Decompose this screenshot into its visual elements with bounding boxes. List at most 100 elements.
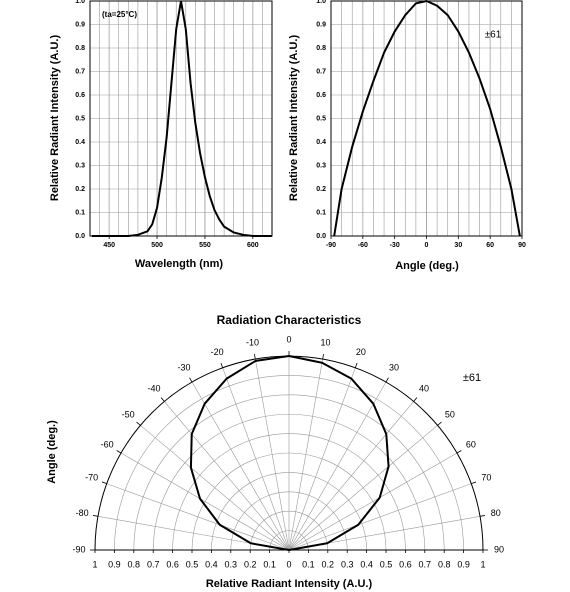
grid-arc [114,375,464,551]
r-tick-label: 0 [286,559,291,569]
y-tick-label: 0.1 [316,209,326,216]
r-tick-label: 0.8 [438,559,451,569]
x-tick-label: 600 [247,242,259,249]
theta-tick [189,377,193,383]
theta-tick [456,450,462,454]
theta-tick [322,353,324,360]
y-tick-label: 0.8 [316,45,326,52]
theta-tick [354,362,358,368]
r-tick-label: 1 [480,559,485,569]
r-tick-label: 0.1 [263,559,276,569]
y-tick-label: 0.0 [75,233,85,240]
y-tick-label: 0.9 [75,21,85,28]
line-series [91,0,272,237]
theta-tick-label: 60 [466,439,476,449]
theta-tick [160,397,165,402]
r-tick-label: 0.2 [244,559,257,569]
r-tick-label: 1 [92,559,97,569]
theta-tick [385,377,389,383]
r-tick-label: 0.1 [302,559,315,569]
radiation-pattern [189,355,390,551]
r-tick-label: 0.7 [147,559,160,569]
theta-tick-label: 50 [445,409,455,419]
grid-arc [191,452,387,551]
y-tick-label: 0.3 [316,162,326,169]
y-tick-label: 0.7 [75,68,85,75]
r-tick-label: 0.3 [341,559,354,569]
theta-tick-label: -60 [101,439,114,449]
grid-arc [152,413,426,551]
grid-arc [269,530,309,551]
y-tick-label: 0.8 [75,45,85,52]
theta-tick [220,362,224,368]
x-axis-title: Angle (deg.) [395,260,459,272]
x-tick-label: 0 [425,242,429,249]
y-tick-label: 0.5 [75,115,85,122]
y-tick-label: 0.7 [316,68,326,75]
r-tick-label: 0.5 [380,559,393,569]
theta-tick-label: 0 [286,334,291,344]
theta-tick-label: -20 [211,347,224,357]
y-tick-label: 0.6 [316,92,326,99]
y-tick-label: 1.0 [75,0,85,5]
x-axis-title: Wavelength (nm) [135,258,224,270]
r-tick-label: 0.4 [205,559,218,569]
annotation: (ta=25°C) [102,10,137,19]
r-tick-label: 0.2 [322,559,335,569]
x-tick-label: 500 [151,242,163,249]
x-tick-label: -30 [390,242,400,249]
theta-tick-label: 30 [389,363,399,373]
theta-tick [92,515,99,517]
grid-arc [249,510,329,551]
r-tick-label: 0.6 [399,559,412,569]
theta-tick-label: 90 [494,544,504,554]
line-series [333,0,521,237]
x-tick-label: -90 [326,242,336,249]
y-tick-label: 0.3 [75,162,85,169]
theta-tick-label: -70 [85,473,98,483]
theta-tick-label: -40 [148,384,161,394]
theta-tick-label: -90 [72,544,85,554]
grid-arc [172,433,406,551]
r-tick-label: 0.8 [128,559,141,569]
annotation: ±61 [485,30,502,41]
r-tick-label: 0.5 [186,559,199,569]
theta-tick-label: 20 [356,347,366,357]
theta-tick-label: 70 [481,473,491,483]
theta-tick [136,421,141,426]
y-tick-label: 0.4 [75,139,85,146]
theta-tick [413,397,418,402]
r-tick-label: 0.3 [225,559,238,569]
theta-tick [479,515,486,517]
r-tick-label: 0.4 [360,559,373,569]
theta-tick [116,450,122,454]
theta-tick-label: -30 [177,363,190,373]
theta-tick-label: 10 [320,338,330,348]
x-tick-label: 550 [199,242,211,249]
x-axis-title: Relative Radiant Intensity (A.U.) [206,578,373,590]
y-tick-label: 0.5 [316,115,326,122]
y-axis-title: Relative Radiant Intensity (A.U.) [49,35,61,202]
theta-tick-label: 80 [491,508,501,518]
y-tick-label: 0.0 [316,233,326,240]
y-tick-label: 0.1 [75,209,85,216]
grid-arc [230,491,348,551]
x-tick-label: 60 [486,242,494,249]
theta-tick-label: -50 [122,409,135,419]
theta-tick [101,481,107,485]
grid-arc [133,394,445,551]
theta-tick-label: -10 [246,338,259,348]
r-tick-label: 0.6 [166,559,179,569]
theta-tick-label: -80 [76,508,89,518]
x-tick-label: 30 [454,242,462,249]
y-axis-title: Relative Radiant Intensity (A.U.) [288,35,300,202]
y-tick-label: 0.6 [75,92,85,99]
theta-tick [254,353,256,360]
theta-tick [471,481,477,485]
annotation: ±61 [463,372,481,384]
chart-title: Radiation Characteristics [217,313,362,327]
y-tick-label: 0.2 [316,186,326,193]
x-tick-label: -60 [358,242,368,249]
r-tick-label: 0.9 [108,559,121,569]
